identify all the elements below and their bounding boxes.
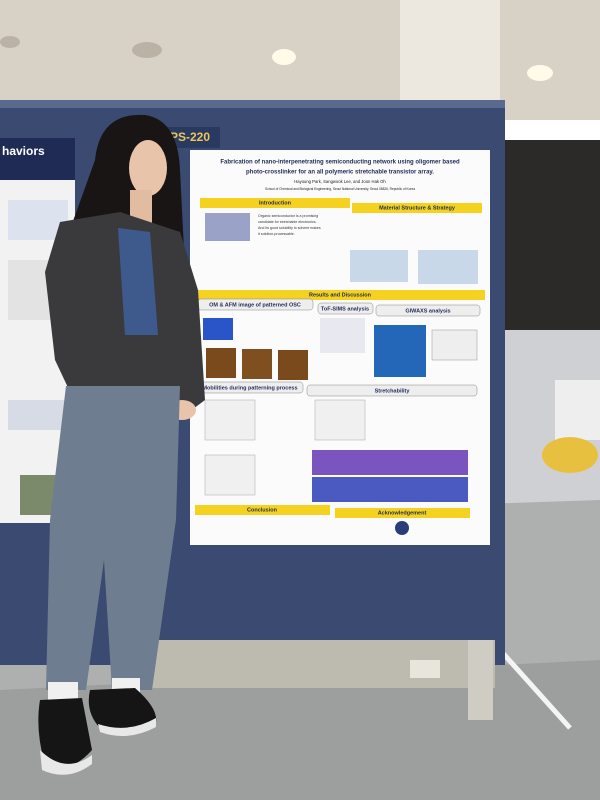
poster-title: photo-crosslinker for an all polymeric s… (246, 170, 434, 176)
poster-figure (312, 450, 468, 475)
poster-figure (350, 250, 408, 282)
neck (130, 190, 152, 225)
ceiling-light (527, 65, 553, 81)
poster-figure (320, 318, 365, 353)
poster-figure (374, 325, 426, 377)
poster-figure (431, 329, 478, 361)
poster-title: Fabrication of nano-interpenetrating sem… (220, 160, 460, 166)
section-bar (352, 203, 482, 213)
section-title: Introduction (259, 200, 292, 206)
distant-table (542, 437, 598, 473)
booth-number: PS-220 (170, 130, 210, 144)
jeans (46, 386, 180, 690)
section-title: Acknowledgement (378, 510, 427, 516)
board-outlet (410, 660, 440, 678)
ceiling-vent (132, 42, 162, 58)
section-bar (335, 508, 470, 518)
face (129, 140, 167, 196)
subsection-title: GIWAXS analysis (405, 308, 450, 314)
poster-figure (312, 477, 468, 502)
bullet-text: Organic semiconductor is a promising (258, 214, 318, 218)
neighbor-poster-header (0, 138, 75, 180)
shoe (88, 688, 157, 731)
floor-near (0, 660, 600, 800)
dark-ceiling-opening (500, 140, 600, 340)
section-bar (195, 290, 485, 300)
board-top-edge (0, 100, 505, 108)
poster-figure (205, 213, 250, 241)
shirt (118, 228, 158, 335)
section-bar (200, 198, 350, 208)
subsection-box (306, 384, 478, 397)
poster-figure (278, 350, 308, 380)
shoe (38, 698, 92, 768)
poster-authors: Hayoung Park, Sangwook Lee, and Joon Hak… (294, 179, 386, 184)
subsection-title: Mobilities during patterning process (202, 385, 297, 391)
subsection-title: Stretchability (375, 388, 411, 394)
poster-figure (418, 250, 478, 284)
ceiling-vent (0, 36, 20, 48)
poster-figure (314, 399, 366, 441)
neighbor-figure (8, 400, 68, 430)
ceiling-light (272, 49, 296, 65)
sock (48, 682, 78, 700)
poster-affiliation: School of Chemical and Biological Engine… (265, 187, 415, 191)
poster-figure (204, 454, 256, 496)
board-leg (468, 640, 493, 720)
subsection-box (375, 304, 481, 317)
university-logo (395, 521, 409, 535)
subsection-title: ToF-SIMS analysis (321, 306, 369, 312)
floor-tape (498, 648, 572, 730)
subsection-box (317, 302, 374, 315)
section-title: Results and Discussion (309, 292, 372, 298)
poster-figure (204, 399, 256, 441)
poster-figure (242, 349, 272, 379)
poster-figure (203, 318, 233, 340)
section-title: Conclusion (247, 507, 278, 513)
section-bar (195, 505, 330, 515)
distant-poster (555, 380, 600, 440)
bullet-text: candidate for stretchable electronics. (258, 220, 317, 224)
shoe-sole (98, 718, 156, 736)
bullet-text: And its good solubility to solvent makes (258, 226, 321, 230)
subsection-title: OM & AFM image of patterned OSC (209, 302, 301, 308)
shoe-sole (40, 750, 92, 775)
bullet-text: it solution-processable. (258, 232, 295, 236)
section-title: Material Structure & Strategy (379, 205, 456, 211)
poster-figure (206, 348, 236, 378)
neighbor-poster-title: haviors (2, 144, 45, 158)
